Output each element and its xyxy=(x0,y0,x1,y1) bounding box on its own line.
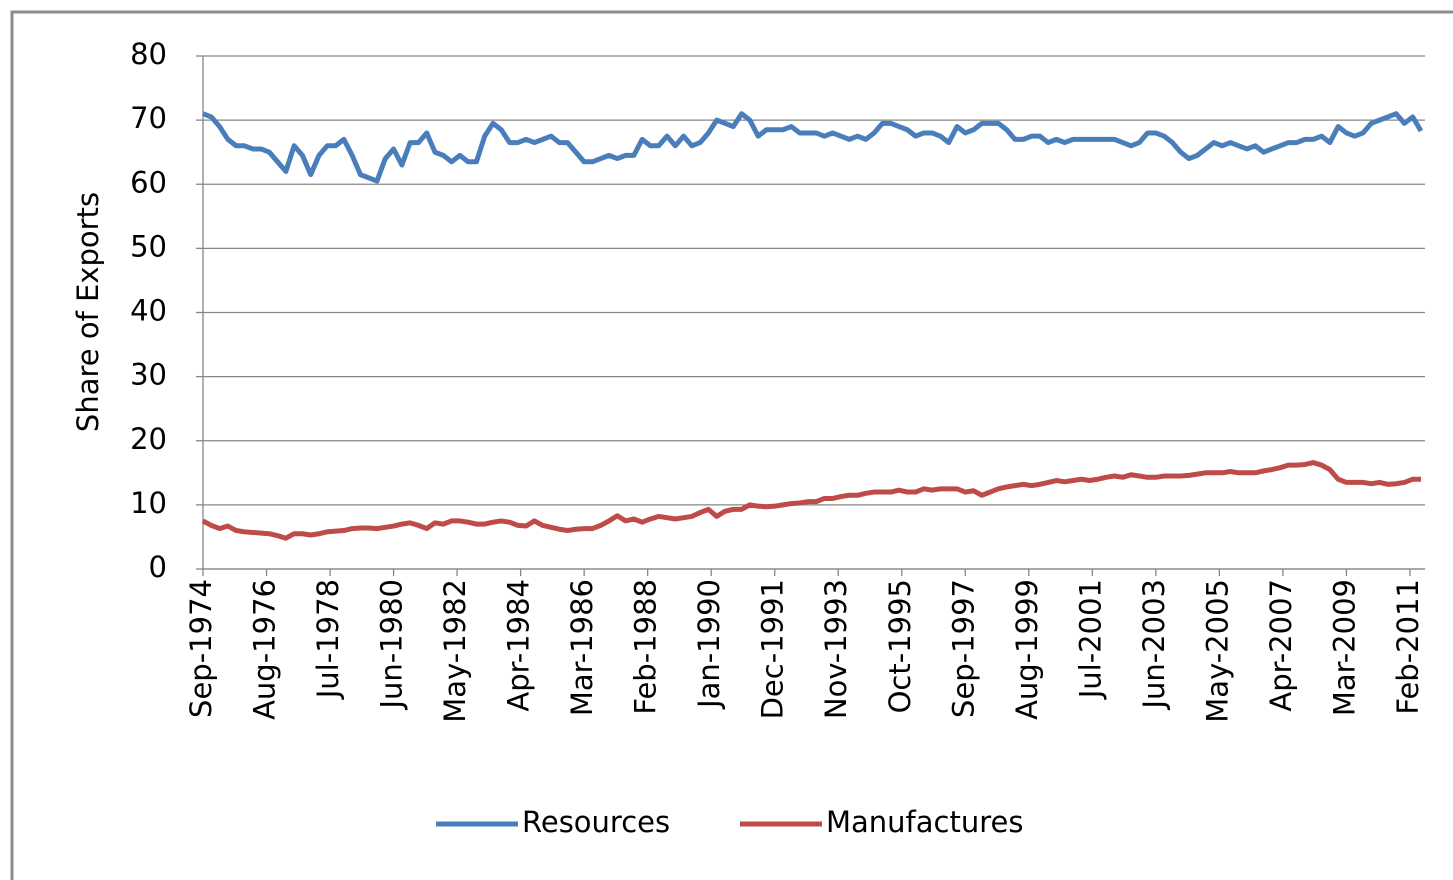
x-tick-label: Jan-1990 xyxy=(692,579,726,710)
x-tick-label: Jun-2003 xyxy=(1137,579,1171,711)
chart-frame xyxy=(10,10,1453,880)
x-tick-label: Aug-1976 xyxy=(248,579,282,720)
x-tick-label: Jun-1980 xyxy=(375,579,409,711)
y-tick-label: 0 xyxy=(149,550,167,584)
y-axis-label: Share of Exports xyxy=(71,192,105,432)
x-tick-label: May-2005 xyxy=(1200,579,1234,723)
y-tick-label: 30 xyxy=(130,358,167,392)
y-tick-label: 70 xyxy=(130,101,167,135)
series-line xyxy=(202,111,1424,184)
x-tick-label: Oct-1995 xyxy=(883,579,917,713)
x-tick-label: Jul-2001 xyxy=(1073,579,1107,700)
legend-label: Resources xyxy=(522,805,670,839)
x-tick-label: Jul-1978 xyxy=(311,579,345,700)
x-tick-label: Mar-2009 xyxy=(1327,579,1361,716)
y-tick-label: 60 xyxy=(130,165,167,199)
x-tick-label: Feb-2011 xyxy=(1391,579,1425,715)
y-tick-label: 40 xyxy=(130,294,167,328)
y-tick-label: 50 xyxy=(130,229,167,263)
x-tick-label: May-1982 xyxy=(438,579,472,723)
x-tick-label: Feb-1988 xyxy=(629,579,663,715)
series-line xyxy=(201,460,1421,541)
x-tick-label: Mar-1986 xyxy=(565,579,599,716)
x-tick-label: Sep-1974 xyxy=(184,579,218,718)
x-tick-label: Dec-1991 xyxy=(756,579,790,719)
y-tick-label: 20 xyxy=(130,422,167,456)
y-tick-label: 80 xyxy=(130,37,167,71)
x-tick-label: Nov-1993 xyxy=(819,579,853,719)
x-tick-label: Apr-1984 xyxy=(502,579,536,712)
x-tick-label: Aug-1999 xyxy=(1010,579,1044,720)
x-tick-label: Apr-2007 xyxy=(1264,579,1298,712)
x-tick-label: Sep-1997 xyxy=(946,579,980,718)
legend-label: Manufactures xyxy=(826,805,1023,839)
y-tick-label: 10 xyxy=(130,486,167,520)
